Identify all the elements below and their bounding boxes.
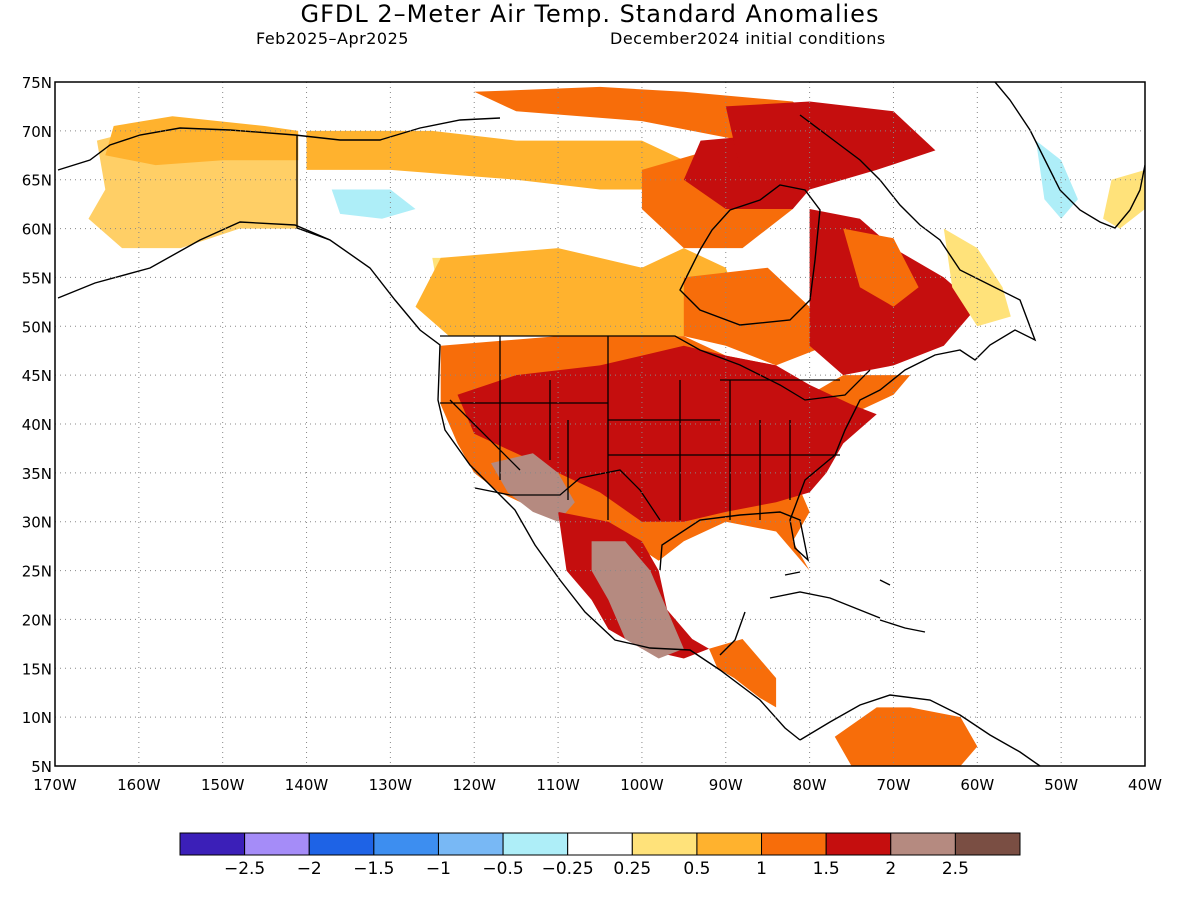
region-canada-mid-orange: [415, 248, 743, 337]
lon-label: 40W: [1128, 776, 1162, 794]
lat-label: 10N: [22, 709, 52, 727]
colorbar-swatch: [308, 832, 375, 856]
colorbar-label: −1: [426, 859, 451, 879]
colorbar-swatch: [890, 832, 956, 856]
lon-label: 130W: [369, 776, 413, 794]
colorbar-label: 0.5: [683, 859, 710, 879]
colorbar-label: −2: [297, 859, 322, 879]
region-canada-north-orange: [306, 130, 684, 190]
colorbar-swatch: [373, 832, 439, 856]
region-quebec-orange: [843, 228, 919, 307]
us-state-lines: [440, 336, 840, 520]
lat-label: 35N: [22, 465, 52, 483]
caribbean-islands: [769, 571, 926, 633]
lon-label: 150W: [201, 776, 245, 794]
region-venezuela: [834, 707, 978, 766]
colorbar-labels: −2.5 −2 −1.5 −1 −0.5 −0.25 0.25 0.5 1 1.5 2 2.5: [224, 859, 969, 879]
colorbar-swatch: [631, 832, 698, 856]
colorbar-label: 0.25: [613, 859, 651, 879]
region-yukon-cold: [331, 189, 416, 219]
initial-conditions-label: December2024 initial conditions: [610, 29, 886, 48]
lon-label: 60W: [960, 776, 994, 794]
lon-label: 140W: [285, 776, 329, 794]
lat-label: 25N: [22, 563, 52, 581]
political-borders: [296, 135, 871, 521]
region-greenland-coast: [1036, 140, 1078, 219]
lon-label: 110W: [536, 776, 580, 794]
lat-label: 60N: [22, 221, 52, 239]
lat-label: 75N: [22, 74, 52, 92]
canada-us-border: [440, 335, 871, 401]
colorbar-label: 1: [756, 859, 767, 879]
colorbar-label: −2.5: [224, 859, 265, 879]
lat-label: 5N: [31, 758, 52, 776]
us-mexico-border: [474, 469, 661, 521]
anomaly-regions: [88, 86, 1145, 766]
lon-label: 160W: [117, 776, 161, 794]
colorbar-swatch: [954, 832, 1021, 856]
alaska-canada-border: [296, 135, 331, 241]
region-central-america: [709, 639, 777, 708]
region-mexico-brown: [591, 541, 684, 659]
colorbar-swatch: [761, 832, 827, 856]
colorbar-label: −0.25: [542, 859, 594, 879]
coastlines: [57, 82, 1145, 766]
lat-label: 65N: [22, 172, 52, 190]
lat-label: 50N: [22, 318, 52, 336]
colorbar-swatch: [502, 832, 569, 856]
colorbar-label: 1.5: [813, 859, 840, 879]
region-ontario: [683, 267, 827, 366]
colorbar-swatch: [696, 832, 763, 856]
lon-label: 100W: [620, 776, 664, 794]
colorbar-swatch: [567, 832, 633, 856]
region-conus-red: [457, 345, 877, 522]
colorbar-label: 2: [885, 859, 896, 879]
greenland-coastline: [994, 82, 1145, 229]
colorbar: [179, 832, 1021, 856]
lat-label: 40N: [22, 416, 52, 434]
north-america-coastline: [57, 114, 1037, 741]
lon-label: 120W: [452, 776, 496, 794]
colorbar-swatch: [437, 832, 504, 856]
lat-lon-grid: [55, 82, 1145, 766]
colorbar-label: −1.5: [353, 859, 394, 879]
lon-label: 50W: [1044, 776, 1078, 794]
colorbar-label: −0.5: [482, 859, 523, 879]
latitude-labels: 5N 10N 15N 20N 25N 30N 35N 40N 45N 50N 55N 60N 65N 70…: [22, 74, 52, 776]
lat-label: 70N: [22, 123, 52, 141]
lat-label: 30N: [22, 514, 52, 532]
lat-label: 45N: [22, 367, 52, 385]
lon-label: 90W: [709, 776, 743, 794]
map-title: GFDL 2–Meter Air Temp. Standard Anomalie…: [300, 0, 880, 28]
lon-label: 70W: [877, 776, 911, 794]
lat-label: 20N: [22, 611, 52, 629]
colorbar-swatch: [825, 832, 892, 856]
map-frame: [54, 81, 1146, 767]
longitude-labels: 170W 160W 150W 140W 130W 120W 110W 100W 90W 80W 70…: [33, 776, 1162, 794]
lon-label: 170W: [33, 776, 77, 794]
region-southwest-brown: [491, 453, 575, 522]
colorbar-swatch: [179, 832, 246, 856]
south-america-coastline: [799, 694, 1041, 766]
region-greenland-yellow: [1103, 169, 1145, 229]
lat-label: 55N: [22, 269, 52, 287]
region-alaska-north: [105, 116, 299, 166]
region-baffin: [725, 101, 936, 190]
period-label: Feb2025–Apr2025: [256, 29, 409, 48]
lat-label: 15N: [22, 660, 52, 678]
lon-label: 80W: [793, 776, 827, 794]
colorbar-label: 2.5: [942, 859, 969, 879]
colorbar-swatch: [244, 832, 310, 856]
